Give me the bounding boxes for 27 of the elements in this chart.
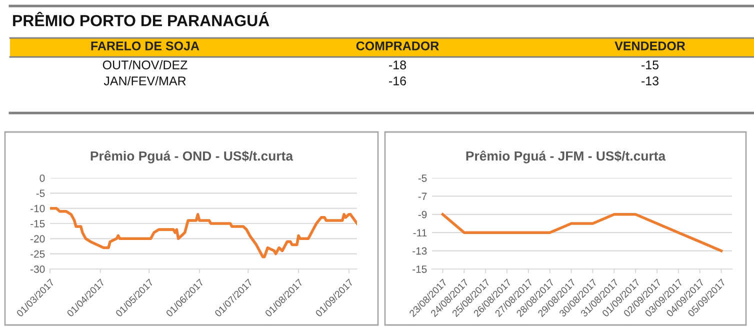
text: OUT/NOV/DEZ bbox=[102, 60, 188, 70]
y-tick-label: -10 bbox=[30, 204, 45, 212]
text: PRÊMIO PORTO DE PARANAGUÁ bbox=[13, 12, 270, 26]
text: JAN/FEV/MAR bbox=[104, 76, 186, 86]
y-tick-label: -30 bbox=[30, 266, 45, 273]
y-tick-label: -5 bbox=[418, 174, 427, 182]
category-label: VENDEDOR bbox=[614, 42, 686, 50]
y-tick-label: -20 bbox=[30, 235, 45, 243]
chart-title: Prêmio Pguá - OND - US$/t.curta bbox=[90, 150, 294, 164]
text: -13 bbox=[642, 76, 658, 86]
y-tick-label: -25 bbox=[30, 250, 45, 258]
category-label: COMPRADOR bbox=[356, 42, 439, 50]
y-tick-label: -15 bbox=[412, 266, 427, 273]
text: -16 bbox=[389, 76, 406, 86]
y-tick-label: -13 bbox=[412, 247, 427, 255]
y-tick-label: -11 bbox=[413, 229, 427, 236]
chart-title: Prêmio Pguá - JFM - US$/t.curta bbox=[466, 150, 666, 164]
category-label: FARELO DE SOJA bbox=[91, 42, 200, 50]
y-tick-label: -9 bbox=[418, 210, 427, 218]
text: -18 bbox=[389, 60, 406, 70]
y-tick-label: -15 bbox=[30, 220, 45, 228]
y-tick-label: -5 bbox=[36, 190, 45, 198]
line-series bbox=[441, 213, 723, 252]
y-tick-label: 0 bbox=[40, 174, 45, 182]
y-tick-label: -7 bbox=[418, 192, 427, 200]
line-series bbox=[50, 206, 357, 258]
text: -15 bbox=[642, 60, 659, 70]
